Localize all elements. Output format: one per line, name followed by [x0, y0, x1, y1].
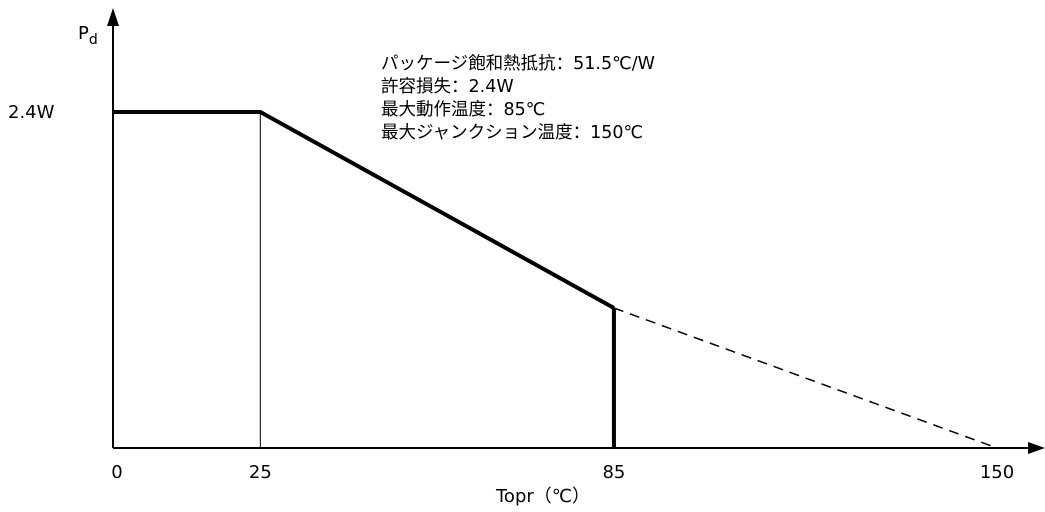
- tick-labels: 0 25 85 150 2.4W: [8, 102, 1014, 483]
- axes: [107, 8, 1045, 454]
- x-tick-label-0: 0: [111, 462, 122, 483]
- annotation-max-junction-temp: 最大ジャンクション温度：150℃: [381, 123, 644, 143]
- y-axis-label-subscript: d: [89, 32, 98, 48]
- x-tick-label-25: 25: [249, 462, 272, 483]
- y-axis-label: Pd: [78, 23, 98, 48]
- annotation-power-dissipation: 許容損失：2.4W: [381, 77, 514, 97]
- annotation-block: パッケージ飽和熱抵抗：51.5℃/W 許容損失：2.4W 最大動作温度：85℃ …: [381, 53, 655, 145]
- x-tick-label-150: 150: [980, 462, 1014, 483]
- x-axis-label: Topr（℃）: [495, 486, 590, 507]
- y-tick-label-2.4W: 2.4W: [8, 102, 55, 123]
- annotation-thermal-resistance: パッケージ飽和熱抵抗：51.5℃/W: [381, 54, 655, 74]
- x-axis-arrow: [1028, 442, 1045, 454]
- series-line-solid: [113, 110, 615, 310]
- y-axis-arrow: [107, 8, 119, 26]
- series-line-dashed: [613, 307, 998, 449]
- annotation-max-operating-temp: 最大動作温度：85℃: [381, 100, 546, 120]
- x-tick-label-85: 85: [602, 462, 625, 483]
- marks: [113, 110, 998, 449]
